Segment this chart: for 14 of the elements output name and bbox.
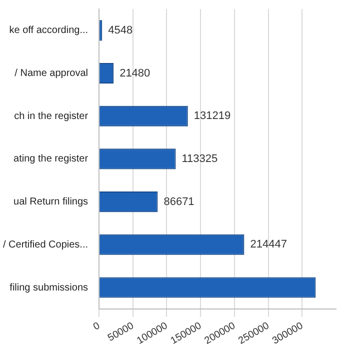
y-tick-label: / Certified Copies... bbox=[2, 239, 88, 250]
data-label: 86671 bbox=[164, 196, 194, 208]
data-label: 21480 bbox=[120, 67, 150, 80]
y-tick-label: filing submissions bbox=[10, 282, 88, 294]
y-tick-label: ch in the register bbox=[14, 110, 89, 122]
y-tick-label: ating the register bbox=[14, 154, 89, 165]
data-label: 214447 bbox=[250, 238, 287, 251]
data-label: 113325 bbox=[182, 152, 218, 165]
y-tick-label: ual Return filings bbox=[14, 196, 88, 208]
y-tick-label: / Name approval bbox=[14, 68, 88, 80]
data-label: 131219 bbox=[194, 110, 231, 122]
x-tick-label: 0 bbox=[92, 320, 102, 333]
y-tick-label: ke off according... bbox=[9, 25, 88, 36]
data-label: 4548 bbox=[108, 24, 133, 36]
